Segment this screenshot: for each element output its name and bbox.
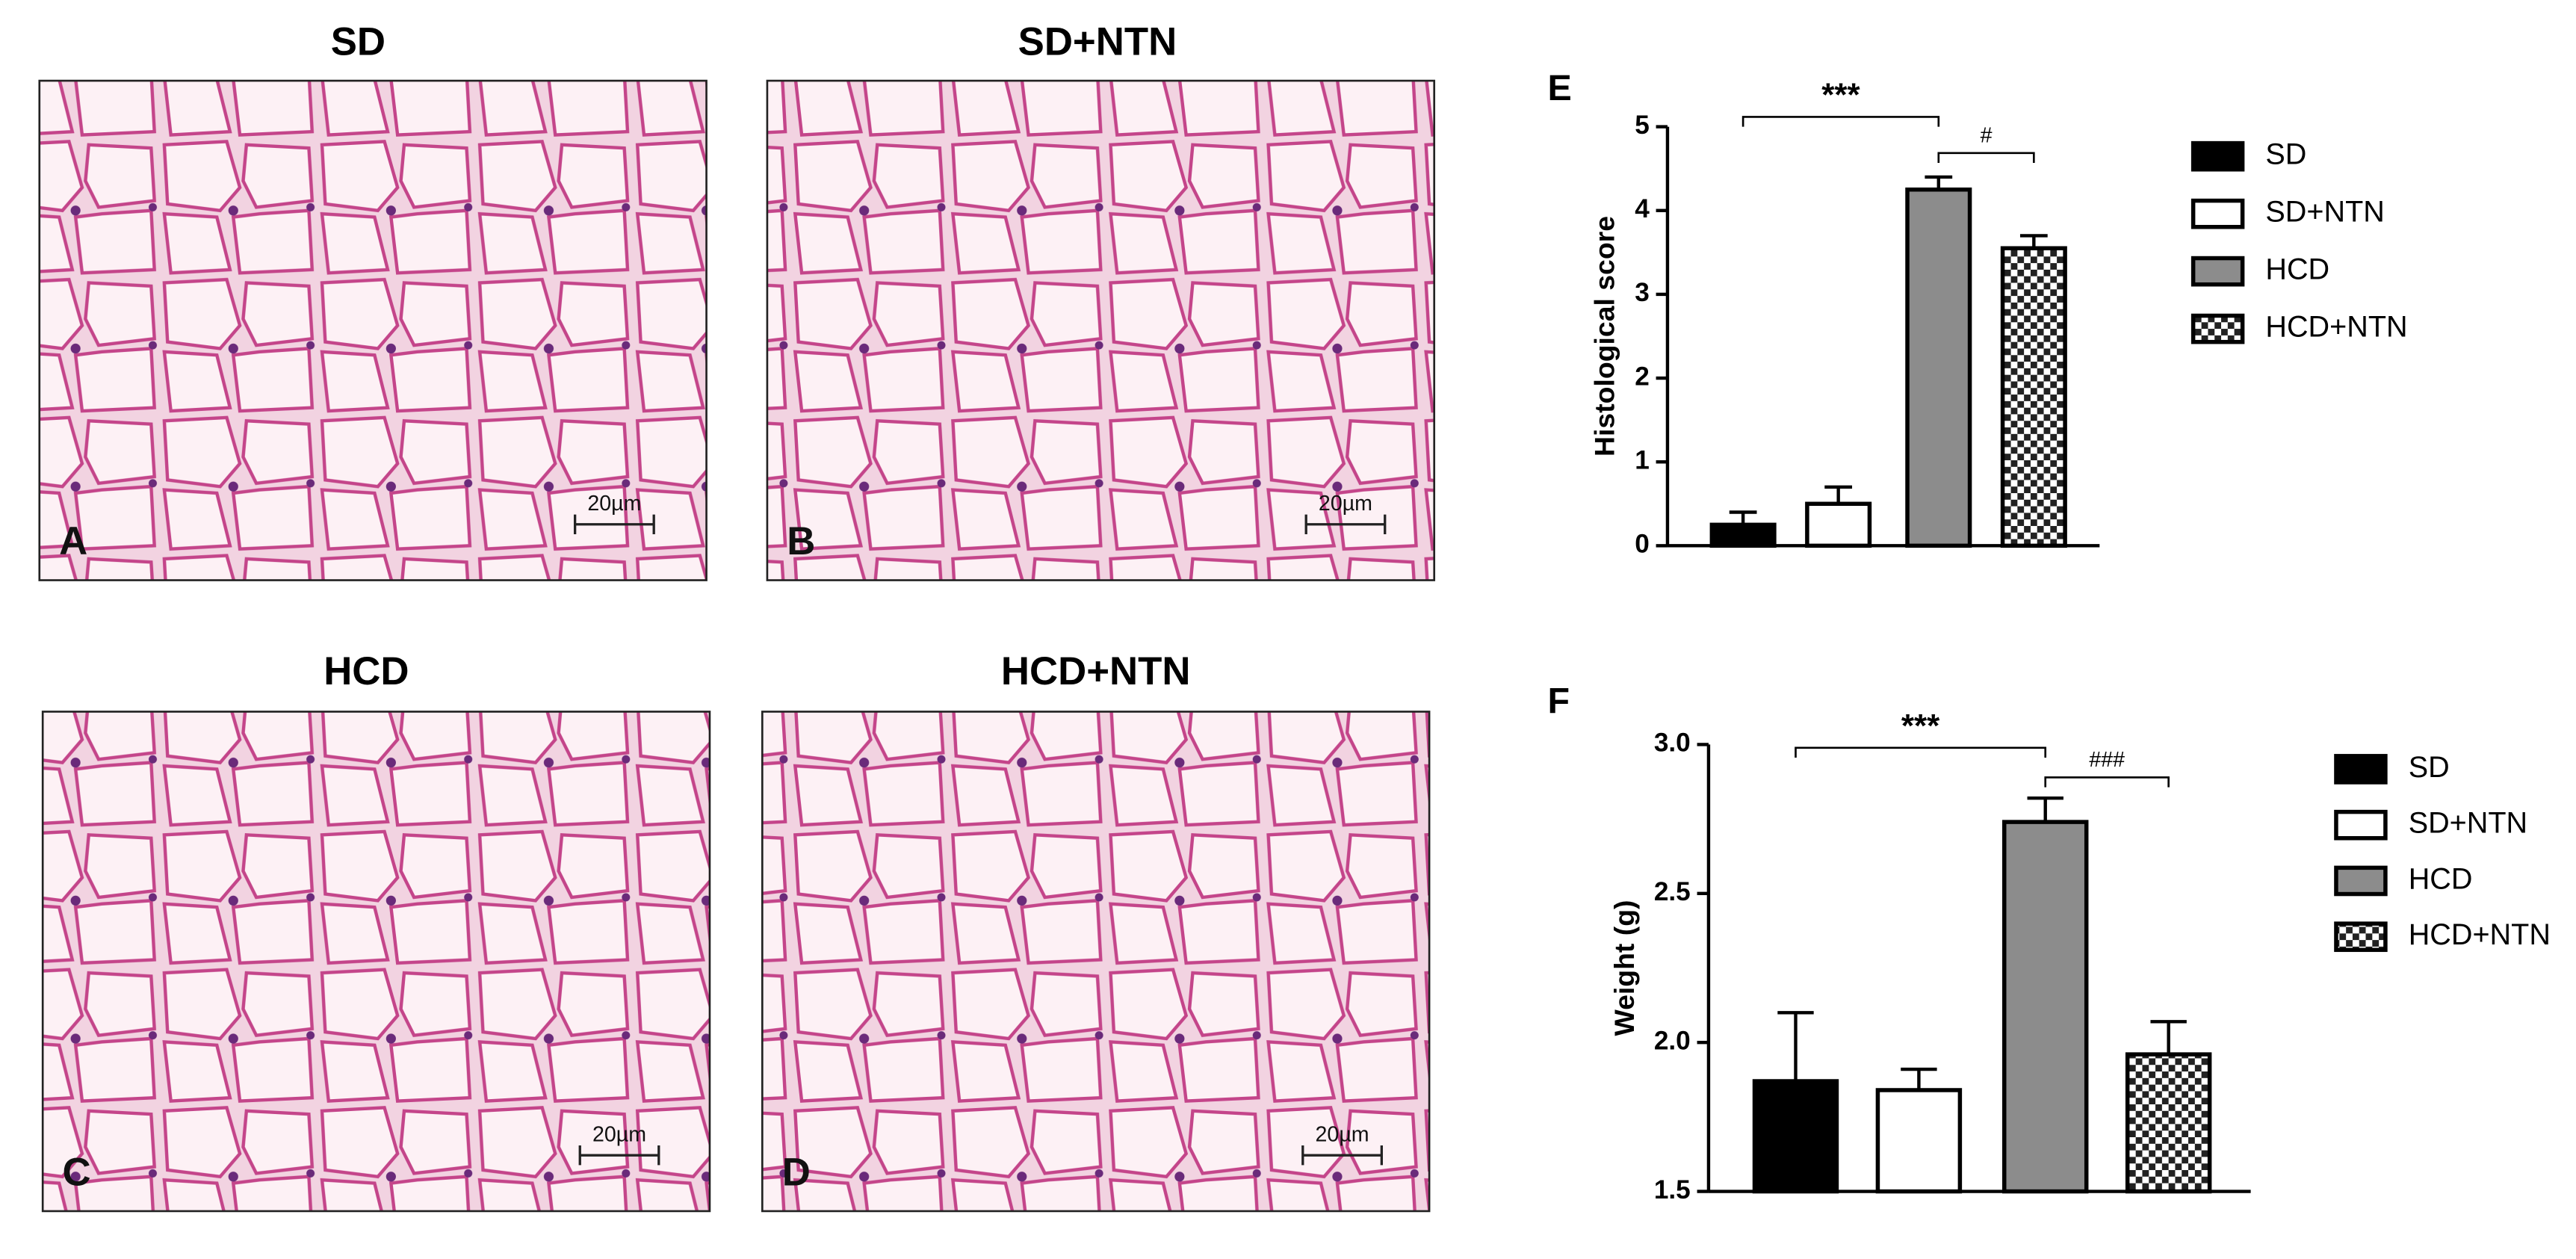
- scale-label: 20µm: [1319, 492, 1372, 516]
- y-axis-label: Histological score: [1588, 216, 1620, 457]
- scale-label: 20µm: [592, 1122, 646, 1146]
- panel-letter: C: [63, 1150, 91, 1194]
- significance-label: ***: [1821, 77, 1860, 114]
- bar: [2000, 246, 2067, 548]
- y-tick-label: 5: [1635, 111, 1650, 140]
- scale-bar: [573, 514, 655, 534]
- scale-label: 20µm: [1316, 1122, 1369, 1146]
- legend-swatch: [2190, 198, 2245, 229]
- legend-swatch: [2334, 809, 2388, 841]
- micrograph-panel: [41, 711, 711, 1213]
- legend-swatch: [2334, 754, 2388, 785]
- legend-swatch: [2190, 313, 2245, 344]
- y-tick-label: 1: [1635, 446, 1650, 475]
- legend-label: HCD+NTN: [2409, 918, 2551, 951]
- legend-label: HCD: [2409, 862, 2473, 895]
- panel-letter: F: [1547, 681, 1570, 721]
- significance-label: #: [1981, 123, 1993, 147]
- legend-label: SD+NTN: [2265, 196, 2384, 229]
- micrograph-panel: [761, 711, 1431, 1213]
- significance-label: ***: [1901, 708, 1940, 744]
- panel-letter: E: [1547, 68, 1571, 108]
- error-bar: [2027, 796, 2063, 823]
- legend-label: SD: [2265, 138, 2306, 171]
- y-tick-label: 2.0: [1654, 1026, 1691, 1055]
- micrograph-panel: [38, 79, 708, 581]
- error-bar: [1824, 485, 1853, 504]
- error-bar: [2150, 1020, 2187, 1055]
- significance-bracket: [1937, 152, 2035, 163]
- panel-letter: B: [787, 519, 815, 563]
- significance-label: ###: [2089, 748, 2125, 772]
- panel-title: HCD: [323, 649, 409, 693]
- bar: [1752, 1079, 1839, 1194]
- legend-swatch: [2334, 921, 2388, 953]
- micrograph: [41, 711, 711, 1213]
- legend-swatch: [2334, 865, 2388, 897]
- panel-title: SD: [331, 20, 386, 64]
- y-tick-label: 3: [1635, 278, 1650, 307]
- y-tick-label: 1.5: [1654, 1175, 1691, 1204]
- y-axis-label: Weight (g): [1609, 900, 1640, 1036]
- bar: [1709, 522, 1777, 548]
- bar: [1875, 1088, 1963, 1194]
- y-tick-label: 3.0: [1654, 729, 1691, 758]
- error-bar: [1729, 510, 1757, 525]
- legend-label: SD: [2409, 751, 2450, 784]
- significance-bracket: [2044, 776, 2170, 788]
- y-tick-label: 2.5: [1654, 877, 1691, 906]
- bar: [1805, 501, 1872, 548]
- significance-bracket: [1795, 746, 2047, 758]
- error-bar: [1777, 1011, 1814, 1082]
- micrograph: [761, 711, 1431, 1213]
- panel-title: SD+NTN: [1018, 20, 1177, 64]
- scale-label: 20µm: [587, 492, 641, 516]
- panel-letter: D: [782, 1150, 811, 1194]
- bar: [2125, 1052, 2212, 1194]
- scale-bar: [578, 1145, 660, 1166]
- y-tick-label: 0: [1635, 530, 1650, 559]
- scale-bar: [1301, 1145, 1383, 1166]
- panel-letter: A: [59, 519, 87, 563]
- micrograph: [766, 79, 1436, 581]
- legend-swatch: [2190, 140, 2245, 172]
- legend-swatch: [2190, 256, 2245, 287]
- legend-label: HCD+NTN: [2265, 311, 2407, 344]
- bar: [1905, 187, 1972, 548]
- error-bar: [2019, 234, 2048, 249]
- error-bar: [1901, 1067, 1937, 1090]
- panel-title: HCD+NTN: [1001, 649, 1191, 693]
- significance-bracket: [1741, 116, 1940, 127]
- bar: [2002, 820, 2089, 1194]
- micrograph-panel: [766, 79, 1436, 581]
- micrograph: [38, 79, 708, 581]
- scale-bar: [1304, 514, 1387, 534]
- y-tick-label: 2: [1635, 362, 1650, 391]
- legend-label: SD+NTN: [2409, 807, 2527, 840]
- error-bar: [1925, 175, 1953, 190]
- legend-label: HCD: [2265, 253, 2329, 286]
- y-tick-label: 4: [1635, 194, 1650, 223]
